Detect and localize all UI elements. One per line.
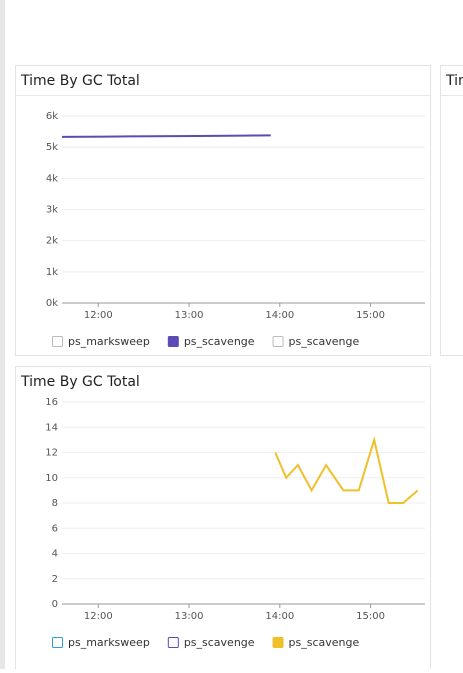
legend-label[interactable]: ps_scavenge: [184, 636, 255, 649]
y-tick-label: 4: [52, 549, 58, 560]
x-tick-label: 15:00: [356, 310, 385, 321]
y-tick-label: 2: [52, 574, 58, 585]
panel: [16, 367, 431, 670]
x-tick-label: 12:00: [84, 310, 113, 321]
y-tick-label: 10: [45, 473, 58, 484]
x-tick-label: 13:00: [175, 611, 204, 622]
legend-label[interactable]: ps_marksweep: [68, 335, 150, 348]
legend-label[interactable]: ps_scavenge: [184, 335, 255, 348]
panel-title: Time By GC Total: [20, 374, 140, 390]
y-tick-label: 8: [52, 498, 58, 509]
y-tick-label: 12: [45, 448, 58, 459]
legend-swatch[interactable]: [53, 638, 63, 648]
legend-swatch[interactable]: [168, 337, 178, 347]
panel-title: Time By GC Total: [20, 73, 140, 89]
x-tick-label: 14:00: [265, 611, 294, 622]
legend-swatch[interactable]: [53, 337, 63, 347]
y-tick-label: 6: [52, 523, 58, 534]
y-tick-label: 3k: [46, 205, 58, 216]
legend-label[interactable]: ps_scavenge: [289, 335, 360, 348]
legend-label[interactable]: ps_marksweep: [68, 636, 150, 649]
y-tick-label: 0: [52, 599, 58, 610]
legend-swatch[interactable]: [273, 638, 283, 648]
legend-swatch[interactable]: [273, 337, 283, 347]
y-tick-label: 6k: [46, 111, 58, 122]
x-tick-label: 14:00: [265, 310, 294, 321]
x-tick-label: 12:00: [84, 611, 113, 622]
x-tick-label: 15:00: [356, 611, 385, 622]
y-tick-label: 4k: [46, 173, 58, 184]
legend-swatch[interactable]: [168, 638, 178, 648]
y-tick-label: 2k: [46, 236, 58, 247]
side-strip: [0, 0, 5, 669]
x-tick-label: 13:00: [175, 310, 204, 321]
panel: [441, 66, 463, 356]
y-tick-label: 5k: [46, 142, 58, 153]
panel-title: Time By GC Total: [445, 73, 463, 89]
y-tick-label: 0k: [46, 298, 58, 309]
legend-label[interactable]: ps_scavenge: [289, 636, 360, 649]
y-tick-label: 16: [45, 397, 58, 408]
y-tick-label: 14: [45, 422, 58, 433]
y-tick-label: 1k: [46, 267, 58, 278]
